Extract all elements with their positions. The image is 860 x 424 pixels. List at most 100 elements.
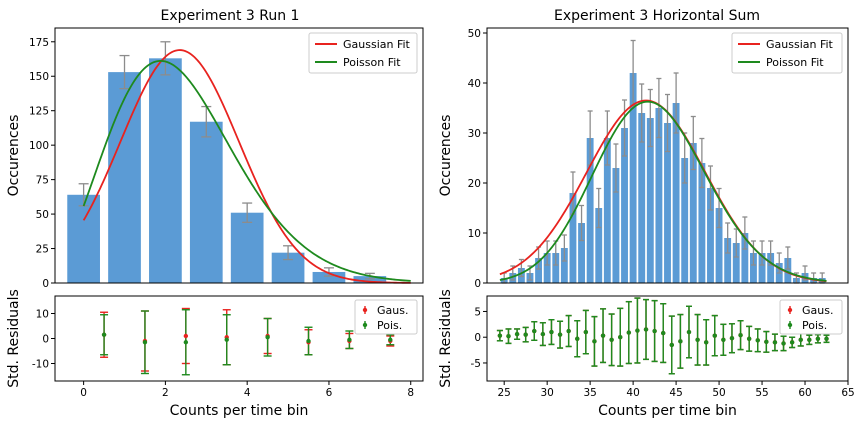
pois-residual-point-0 — [497, 333, 503, 338]
pois-residual-point-37 — [815, 336, 821, 341]
x-tick-label: 2 — [162, 387, 169, 399]
pois-residual-point-11 — [592, 339, 597, 344]
pois-residual-point-1 — [142, 340, 148, 345]
residuals-panel: -10 0 10 0 2 4 6 8 Std. Residuals Counts per time… — [6, 289, 424, 419]
bar-33 — [784, 258, 792, 283]
x-tick-label: 35 — [583, 387, 596, 399]
x-tick-label: 50 — [712, 387, 725, 399]
residual-legend-label: Gaus. — [802, 304, 833, 317]
pois-residual-point-1 — [506, 333, 511, 339]
bar-7 — [560, 248, 568, 283]
y-tick-label: 40 — [468, 78, 481, 90]
bars — [67, 58, 387, 283]
residual-y-tick-label: 0 — [474, 332, 481, 344]
bar-28 — [741, 233, 749, 283]
pois-residual-point-35 — [798, 337, 803, 342]
pois-residual-point-3 — [523, 332, 528, 337]
legend: Gaussian Fit Poisson Fit — [308, 32, 418, 74]
residual-legend-box — [354, 299, 418, 335]
bar-29 — [750, 253, 757, 283]
x-tick-label: 6 — [326, 387, 333, 399]
pois-residual-point-36 — [807, 337, 812, 342]
pois-residual-point-15 — [626, 330, 632, 335]
bar-13 — [612, 168, 620, 283]
bar-30 — [758, 253, 766, 283]
bar-20 — [672, 103, 680, 283]
series-line-poisson-fit — [499, 100, 827, 282]
residual-y-ticks: -10 0 10 — [32, 309, 55, 371]
bar-0 — [67, 194, 100, 283]
main-axes-frame — [54, 27, 424, 284]
x-ticks: 25 30 35 40 45 50 55 60 65 — [498, 381, 855, 399]
pois-residual-point-30 — [755, 338, 760, 343]
series-line-poisson-fit — [82, 59, 411, 282]
bar-14 — [621, 128, 628, 283]
chart-panel-2: Experiment 3 Horizontal Sum01020304050Oc… — [438, 8, 855, 419]
x-tick-label: 30 — [540, 387, 553, 399]
residuals-axes-frame — [486, 295, 849, 382]
y-tick-label: 25 — [36, 244, 49, 256]
residual-y-tick-label: -10 — [32, 359, 49, 371]
pois-residual-point-26 — [721, 337, 726, 342]
y-axis-label: Occurences — [438, 115, 454, 197]
pois-residual-point-7 — [557, 332, 563, 337]
y-axis-label: Occurences — [6, 115, 22, 197]
residual-legend-label: Pois. — [377, 319, 402, 332]
pois-residual-point-31 — [764, 339, 769, 345]
bar-26 — [724, 238, 732, 283]
residual-y-tick-label: 5 — [474, 306, 481, 318]
bar-errorbars — [78, 41, 375, 280]
bar-5 — [543, 253, 551, 283]
residual-legend-label: Pois. — [802, 319, 827, 332]
y-tick-label: 20 — [468, 178, 481, 190]
bar-27 — [732, 243, 740, 283]
bar-22 — [689, 143, 697, 283]
residual-legend-marker-1 — [787, 322, 793, 328]
legend-label: Gaussian Fit — [766, 38, 834, 51]
y-tick-label: 50 — [36, 209, 49, 221]
pois-residual-point-0 — [101, 332, 107, 337]
y-tick-label: 30 — [468, 128, 481, 140]
residual-y-tick-label: 10 — [36, 309, 49, 321]
bar-31 — [767, 253, 775, 283]
pois-residual-point-33 — [781, 341, 786, 346]
residuals-panel: -5 0 5 25 30 35 40 45 50 55 60 65 Std. Residuals Coun… — [438, 289, 855, 419]
pois-residual-point-6 — [347, 337, 352, 342]
pois-residual-point-34 — [789, 340, 795, 345]
pois-residual-point-32 — [772, 340, 778, 345]
chart-title: Experiment 3 Horizontal Sum — [554, 8, 760, 24]
pois-residual-point-16 — [635, 328, 640, 333]
pois-residual-point-4 — [265, 335, 270, 340]
pois-residual-point-17 — [643, 327, 649, 332]
residual-legend-marker-0 — [362, 307, 368, 313]
bar-15 — [629, 73, 637, 283]
pois-residual-point-19 — [661, 330, 666, 336]
bars — [500, 73, 826, 283]
bar-19 — [664, 123, 671, 283]
residual-y-axis-label: Std. Residuals — [6, 289, 22, 388]
bar-25 — [715, 208, 723, 283]
x-tick-label: 60 — [798, 387, 811, 399]
gaus-residual-point-2 — [183, 333, 189, 339]
residual-y-axis-label: Std. Residuals — [438, 289, 454, 388]
bar-7 — [353, 276, 387, 283]
y-tick-label: 150 — [29, 71, 49, 83]
bar-6 — [312, 271, 346, 283]
x-axis-label: Counts per time bin — [170, 403, 309, 419]
pois-residual-point-7 — [388, 337, 393, 342]
bar-18 — [655, 108, 663, 283]
pois-residual-point-25 — [712, 333, 717, 338]
legend-label: Gaussian Fit — [343, 38, 411, 51]
pois-residual-point-23 — [695, 337, 700, 342]
pois-residual-point-13 — [609, 337, 614, 342]
residual-legend: Gaus. Pois. — [779, 299, 843, 335]
pois-residual-point-2 — [514, 331, 520, 337]
y-tick-label: 50 — [468, 28, 481, 40]
residual-legend-box — [779, 299, 843, 335]
bar-11 — [595, 208, 603, 283]
y-tick-label: 0 — [42, 278, 49, 290]
pois-residual-point-38 — [824, 336, 829, 341]
pois-residual-point-5 — [540, 331, 546, 337]
bar-23 — [698, 163, 706, 283]
